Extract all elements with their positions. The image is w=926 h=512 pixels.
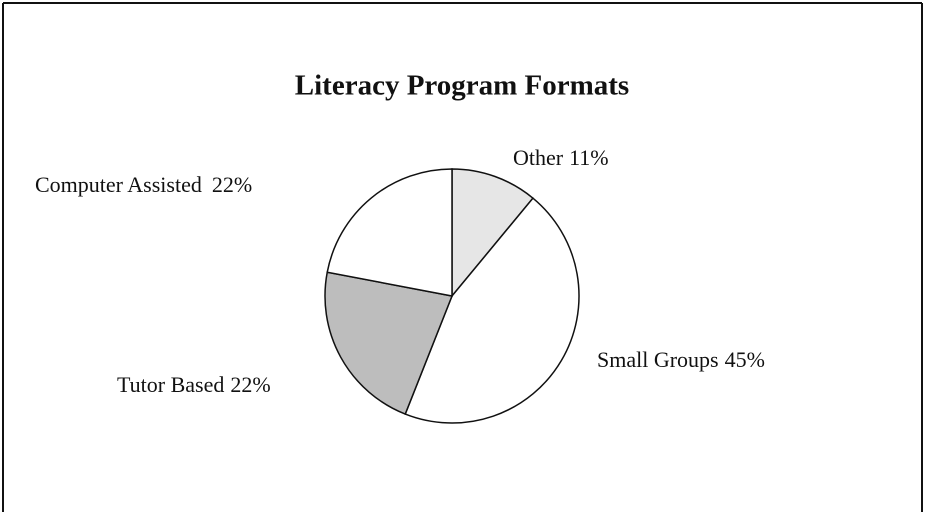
slice-label: Other 11% [513, 145, 609, 170]
pie-slice [404, 197, 580, 424]
category-label: Computer Assisted [35, 172, 202, 197]
pie-slice [326, 168, 453, 297]
slice-label: Tutor Based 22% [117, 372, 271, 397]
category-label: Small Groups [597, 347, 719, 372]
chart-title: Literacy Program Formats [295, 70, 629, 102]
category-label: Other [513, 145, 564, 170]
value-label: 22% [212, 172, 252, 197]
slice-label: Small Groups 45% [597, 347, 765, 372]
pie-slice [324, 271, 454, 416]
pie-slice [451, 168, 535, 299]
value-label: 45% [725, 347, 765, 372]
slice-label: Computer Assisted 22% [35, 172, 252, 197]
category-label: Tutor Based [117, 372, 224, 397]
value-label: 11% [569, 145, 609, 170]
value-label: 22% [230, 372, 270, 397]
